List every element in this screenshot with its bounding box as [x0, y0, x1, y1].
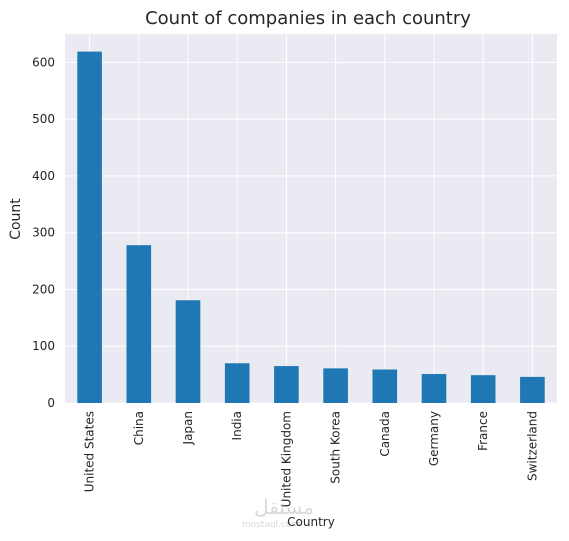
bar-united-kingdom: [274, 366, 299, 403]
x-tick-label: Switzerland: [525, 411, 539, 481]
bar-japan: [175, 300, 201, 403]
bar-germany: [421, 374, 447, 403]
x-tick-label: United Kingdom: [279, 411, 293, 507]
bars: [77, 51, 545, 404]
y-tick-label: 400: [32, 169, 55, 183]
x-tick-label: United States: [83, 411, 97, 492]
x-tick-label: Japan: [181, 411, 195, 445]
bar-switzerland: [520, 376, 545, 403]
y-tick-label: 0: [47, 396, 55, 410]
y-tick-label: 200: [32, 282, 55, 296]
chart-title: Count of companies in each country: [145, 8, 471, 29]
y-axis-label: Count: [8, 198, 24, 240]
watermark-logo: مستقل: [254, 495, 314, 519]
bar-united-states: [77, 51, 102, 404]
bar-south-korea: [323, 368, 348, 403]
y-tick-label: 300: [32, 226, 55, 240]
x-axis-label: Country: [287, 515, 335, 529]
x-tick-label: South Korea: [329, 411, 343, 484]
bar-france: [470, 375, 496, 403]
bar-canada: [372, 369, 398, 403]
x-tick-label: Canada: [378, 411, 392, 457]
bar-india: [224, 363, 250, 403]
x-tick-label: Germany: [427, 411, 441, 466]
x-tick-label: China: [132, 411, 146, 445]
y-tick-label: 600: [32, 55, 55, 69]
x-axis-ticks: United States China Japan India United Kingd…: [83, 411, 540, 507]
x-tick-label: France: [476, 411, 490, 451]
watermark-url: mostaql.com: [242, 520, 300, 530]
y-tick-label: 100: [32, 339, 55, 353]
y-tick-label: 500: [32, 112, 55, 126]
bar-china: [126, 245, 152, 403]
x-tick-label: India: [230, 411, 244, 440]
y-axis-ticks: 0 100 200 300 400 500 600: [32, 55, 55, 410]
